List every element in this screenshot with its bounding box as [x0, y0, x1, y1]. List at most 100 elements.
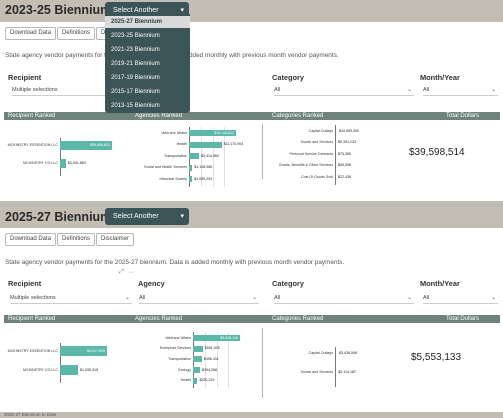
categories-rankedbar[interactable] — [335, 139, 336, 146]
total-dollars-value: $5,553,133 — [411, 352, 462, 363]
gridline — [216, 332, 218, 388]
dashboard-2023-25: 2023-25 Biennium Select Another Biennium… — [0, 0, 503, 205]
agencies-rankedvalue-label: $394,268 — [201, 367, 217, 372]
agencies-rankedcategory-label: Transportation — [163, 153, 187, 158]
agencies-rankedbar[interactable] — [189, 153, 199, 160]
categories-rankedbar[interactable] — [335, 350, 336, 356]
categories-rankedcategory-label: Cost Of Goods Sold — [301, 174, 333, 179]
category-filter-value: All — [274, 87, 281, 93]
category-filter-label: Category — [272, 279, 305, 288]
page-title: 2025-27 Biennium — [5, 210, 112, 224]
month-filter[interactable]: All ⌄ — [423, 86, 498, 96]
recipient-filter[interactable]: Multiple selections — [12, 86, 132, 96]
dropdown-item[interactable]: 2023-25 Biennium — [111, 33, 160, 39]
recipient-rankedvalue-label: $35,656,631 — [90, 143, 110, 147]
agencies-rankedbar[interactable] — [189, 164, 193, 171]
footer-label: 2025-27 Biennium to Date — [4, 412, 57, 417]
recipient-rankedbar[interactable] — [60, 141, 112, 150]
categories-rankedvalue-label: $3,438,946 — [339, 350, 357, 355]
agencies-rankedbar[interactable] — [189, 130, 236, 136]
agencies-rankedbar[interactable] — [193, 356, 202, 363]
dropdown-item[interactable]: 2021-23 Biennium — [111, 47, 160, 53]
agencies-rankedbar[interactable] — [189, 176, 193, 183]
recipient-rankedbar[interactable] — [60, 365, 78, 375]
recipient-rankedbar[interactable] — [60, 346, 107, 356]
table-header-bar: Recipient Ranked Agencies Ranked Categor… — [4, 315, 500, 323]
category-filter[interactable]: All ⌄ — [274, 86, 414, 96]
recipient-rankedbar[interactable] — [60, 159, 66, 168]
categories-rankedcategory-label: Personal Service Contracts — [289, 151, 333, 156]
categories-rankedbar[interactable] — [335, 151, 336, 158]
categories-rankedvalue-label: $69,398 — [338, 163, 351, 168]
agencies-rankedvalue-label: $1,108,966 — [194, 165, 213, 170]
agencies-rankedvalue-label: $2,648,110 — [220, 335, 238, 340]
categories-rankedbar[interactable] — [335, 128, 336, 134]
agencies-rankedbar[interactable] — [193, 345, 203, 352]
chevron-down-icon: ▾ — [180, 7, 184, 14]
categories-rankedcategory-label: Capital Outlays — [308, 350, 333, 355]
download-data-button[interactable]: Download Data — [5, 27, 57, 40]
chevron-down-icon: ⌄ — [490, 295, 496, 301]
total-dollars-header: Total Dollars — [446, 316, 480, 322]
agencies-rankedbar[interactable] — [193, 335, 240, 341]
month-filter-value: All — [423, 295, 430, 301]
month-filter[interactable]: All ⌄ — [423, 294, 498, 304]
total-dollars-header: Total Dollars — [446, 113, 480, 119]
more-options-icon[interactable]: ⋯ — [128, 270, 134, 276]
chevron-down-icon: ⌄ — [124, 295, 130, 301]
categories-rankedvalue-label: $5,391,233 — [338, 140, 356, 145]
category-filter[interactable]: All ⌄ — [274, 294, 414, 304]
categories-rankedbar[interactable] — [335, 369, 336, 375]
total-dollars-value: $39,598,514 — [409, 147, 465, 158]
categories-rankedvalue-label: $75,385 — [338, 151, 351, 156]
categories-rankedvalue-label: $22,438 — [338, 174, 351, 179]
recipient-rankedvalue-label: $4,017,815 — [87, 348, 105, 353]
select-biennium-button[interactable]: Select Another Biennium ▾ — [105, 208, 189, 237]
agencies-rankedcategory-label: Transportation — [167, 356, 191, 361]
categories-rankedcategory-label: Capital Outlays — [308, 128, 333, 133]
description-end: dded monthly with previous month vendor … — [189, 52, 339, 59]
panel-divider — [262, 124, 263, 179]
biennium-dropdown-menu: 2025-27 Biennium 2023-25 Biennium 2021-2… — [105, 14, 190, 113]
definitions-button[interactable]: Definitions — [57, 27, 96, 40]
definitions-button[interactable]: Definitions — [57, 233, 96, 246]
chevron-down-icon: ⌄ — [251, 295, 257, 301]
dropdown-item[interactable]: 2025-27 Biennium — [105, 16, 190, 28]
recipient-ranked-header: Recipient Ranked — [8, 316, 56, 322]
agencies-rankedbar[interactable] — [189, 141, 222, 148]
recipient-filter[interactable]: Multiple selections ⌄ — [10, 294, 132, 304]
agencies-rankedvalue-label: $11,170,904 — [223, 142, 244, 147]
categories-rankedcategory-label: Goods and Services — [300, 140, 333, 145]
agencies-rankedcategory-label: Health — [176, 142, 187, 147]
agencies-rankedcategory-label: Health — [180, 378, 191, 383]
dropdown-item[interactable]: 2013-15 Biennium — [111, 103, 160, 109]
month-filter-value: All — [423, 87, 430, 93]
axis-line — [60, 138, 61, 176]
dropdown-item[interactable]: 2019-21 Biennium — [111, 61, 160, 67]
chevron-down-icon: ⌄ — [490, 87, 496, 93]
agencies-rankedcategory-label: Historical Society — [159, 176, 187, 181]
dropdown-item[interactable]: 2015-17 Biennium — [111, 89, 160, 95]
agencies-rankedvalue-label: $16,115,612 — [214, 130, 234, 135]
categories-rankedbar[interactable] — [335, 174, 336, 181]
agencies-rankedvalue-label: $496,431 — [203, 356, 219, 361]
chevron-down-icon: ▾ — [180, 213, 184, 220]
disclaimer-button[interactable]: Disclaimer — [96, 233, 135, 246]
agencies-rankedbar[interactable] — [193, 367, 200, 374]
page-title: 2023-25 Biennium — [5, 3, 112, 17]
gridline — [224, 127, 226, 187]
recipient-rankedcategory-label: MCKINSTRY CO LLC — [22, 161, 58, 165]
gridline — [204, 332, 206, 388]
expand-icon[interactable]: ⤢ — [119, 269, 124, 275]
footer-bar — [0, 201, 503, 205]
categories-rankedcategory-label: Goods and Services — [300, 369, 333, 374]
recipient-rankedcategory-label: MCKINSTRY CO LLC — [22, 367, 58, 372]
agency-filter[interactable]: All ⌄ — [139, 294, 259, 304]
download-data-button[interactable]: Download Data — [5, 233, 57, 246]
categories-rankedvalue-label: $34,999,350 — [339, 128, 359, 133]
dropdown-item[interactable]: 2017-19 Biennium — [111, 75, 160, 81]
categories-rankedbar[interactable] — [335, 162, 336, 169]
agencies-rankedbar[interactable] — [193, 377, 198, 384]
agencies-ranked-header: Agencies Ranked — [135, 316, 183, 322]
recipient-filter-value: Multiple selections — [10, 295, 56, 301]
